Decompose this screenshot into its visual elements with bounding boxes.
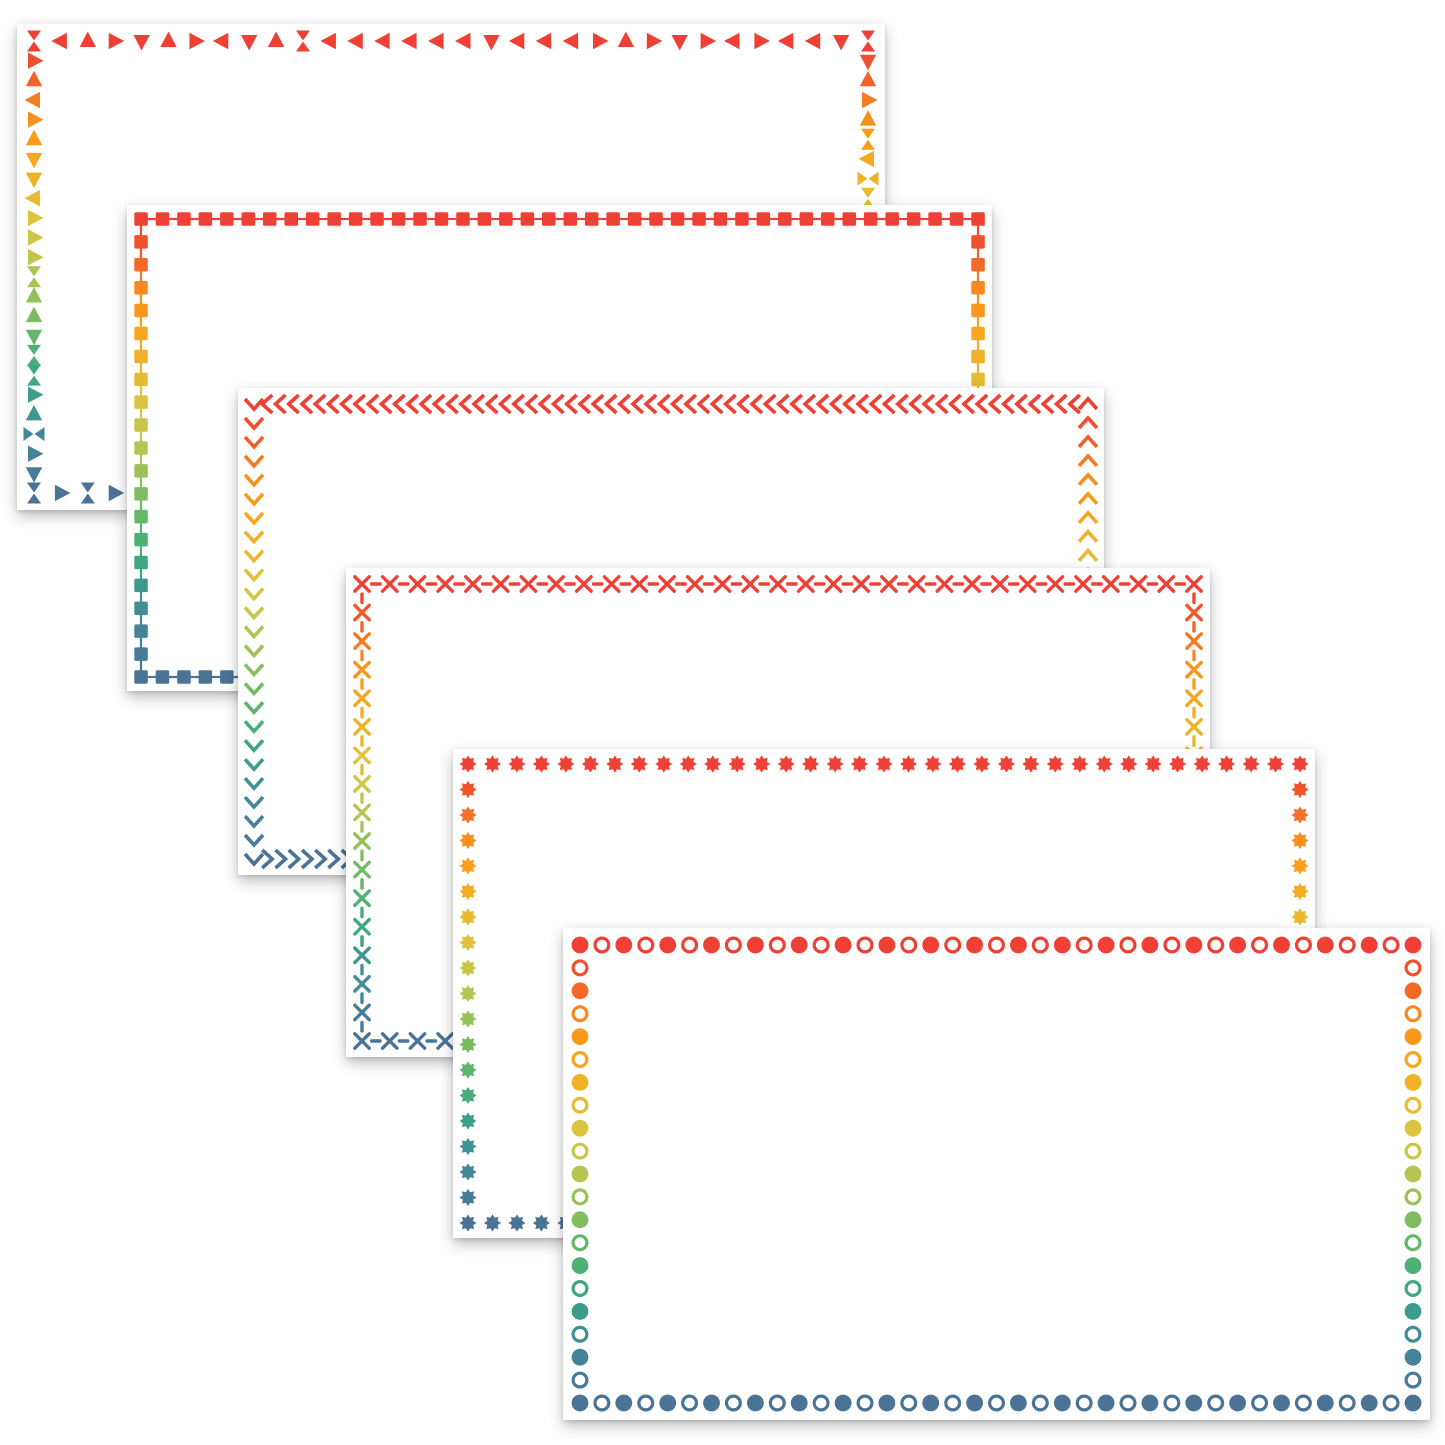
circle-border-card: [563, 928, 1430, 1420]
square-border-card-border-art: [134, 212, 985, 684]
circle-border-card-border-art: [571, 936, 1422, 1412]
